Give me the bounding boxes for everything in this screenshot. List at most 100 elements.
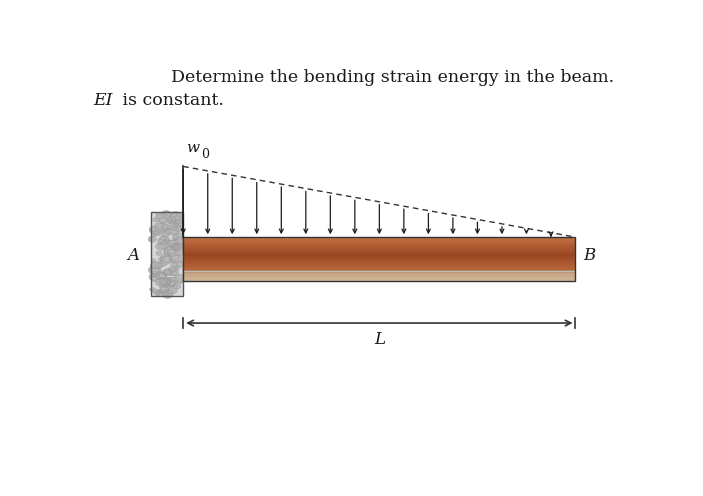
Circle shape: [179, 223, 183, 227]
Circle shape: [175, 227, 183, 232]
Text: Determine the bending strain energy in the beam.: Determine the bending strain energy in t…: [172, 69, 614, 86]
Circle shape: [152, 274, 156, 277]
Circle shape: [162, 271, 167, 274]
Bar: [183, 251, 576, 252]
Circle shape: [172, 235, 178, 239]
Circle shape: [150, 263, 159, 268]
Circle shape: [167, 240, 177, 248]
Bar: [183, 259, 576, 260]
Circle shape: [150, 277, 157, 281]
Circle shape: [165, 280, 175, 287]
Bar: [183, 243, 576, 244]
Circle shape: [165, 278, 171, 282]
Circle shape: [148, 236, 157, 242]
Bar: [183, 280, 576, 281]
Bar: [183, 240, 576, 241]
Bar: [183, 262, 576, 263]
Bar: [183, 255, 576, 256]
Circle shape: [167, 277, 178, 285]
Circle shape: [162, 232, 169, 237]
Bar: [183, 275, 576, 277]
Text: A: A: [128, 247, 140, 264]
Circle shape: [152, 234, 156, 237]
Circle shape: [173, 284, 181, 289]
Bar: [183, 278, 576, 280]
Bar: [183, 266, 576, 267]
Circle shape: [168, 277, 175, 282]
Bar: [183, 252, 576, 253]
Circle shape: [157, 223, 169, 231]
Circle shape: [160, 236, 166, 241]
Circle shape: [160, 242, 169, 249]
Bar: [183, 265, 576, 266]
Bar: [183, 249, 576, 250]
Circle shape: [172, 245, 178, 249]
Circle shape: [167, 220, 172, 224]
Text: EI: EI: [93, 92, 112, 109]
Bar: [183, 267, 576, 269]
Bar: [150, 212, 183, 296]
Bar: [183, 272, 576, 273]
Circle shape: [176, 261, 185, 267]
Circle shape: [166, 212, 172, 216]
Circle shape: [163, 293, 168, 296]
Bar: [183, 247, 576, 248]
Circle shape: [160, 287, 169, 294]
Circle shape: [172, 285, 177, 289]
Circle shape: [150, 227, 156, 232]
Circle shape: [148, 266, 160, 274]
Bar: [183, 241, 576, 242]
Circle shape: [172, 271, 176, 275]
Circle shape: [165, 291, 170, 294]
Circle shape: [161, 280, 171, 286]
Circle shape: [173, 243, 183, 250]
Circle shape: [160, 254, 172, 262]
Bar: [183, 264, 576, 265]
Circle shape: [167, 249, 178, 256]
Bar: [183, 239, 576, 240]
Circle shape: [162, 224, 171, 231]
Circle shape: [170, 214, 180, 221]
Circle shape: [157, 291, 161, 294]
Bar: [183, 241, 576, 242]
Circle shape: [161, 256, 165, 259]
Circle shape: [151, 259, 155, 262]
Bar: [183, 274, 576, 275]
Circle shape: [159, 218, 168, 224]
Bar: [183, 248, 576, 249]
Bar: [183, 261, 576, 262]
Circle shape: [164, 269, 172, 274]
Bar: [183, 279, 576, 280]
Circle shape: [174, 222, 178, 225]
Bar: [183, 238, 576, 239]
Bar: [183, 268, 576, 269]
Bar: [183, 258, 576, 259]
Circle shape: [153, 289, 160, 294]
Text: 0: 0: [201, 148, 209, 161]
Circle shape: [162, 291, 173, 299]
Bar: [183, 269, 576, 270]
Circle shape: [155, 272, 165, 279]
Circle shape: [170, 212, 181, 220]
Circle shape: [158, 257, 163, 261]
Circle shape: [169, 240, 178, 247]
Circle shape: [168, 253, 179, 261]
Circle shape: [171, 255, 182, 263]
Circle shape: [156, 251, 162, 255]
Bar: [183, 270, 576, 271]
Text: L: L: [374, 331, 385, 348]
Bar: [183, 237, 576, 281]
Circle shape: [165, 250, 169, 254]
Bar: [183, 263, 576, 264]
Circle shape: [176, 214, 184, 220]
Bar: [183, 253, 576, 254]
Bar: [183, 250, 576, 251]
Circle shape: [174, 274, 186, 282]
Circle shape: [157, 239, 166, 245]
Bar: [183, 246, 576, 248]
Bar: [183, 256, 576, 257]
Circle shape: [172, 224, 181, 231]
Bar: [183, 267, 576, 268]
Bar: [183, 248, 576, 249]
Text: is constant.: is constant.: [117, 92, 224, 109]
